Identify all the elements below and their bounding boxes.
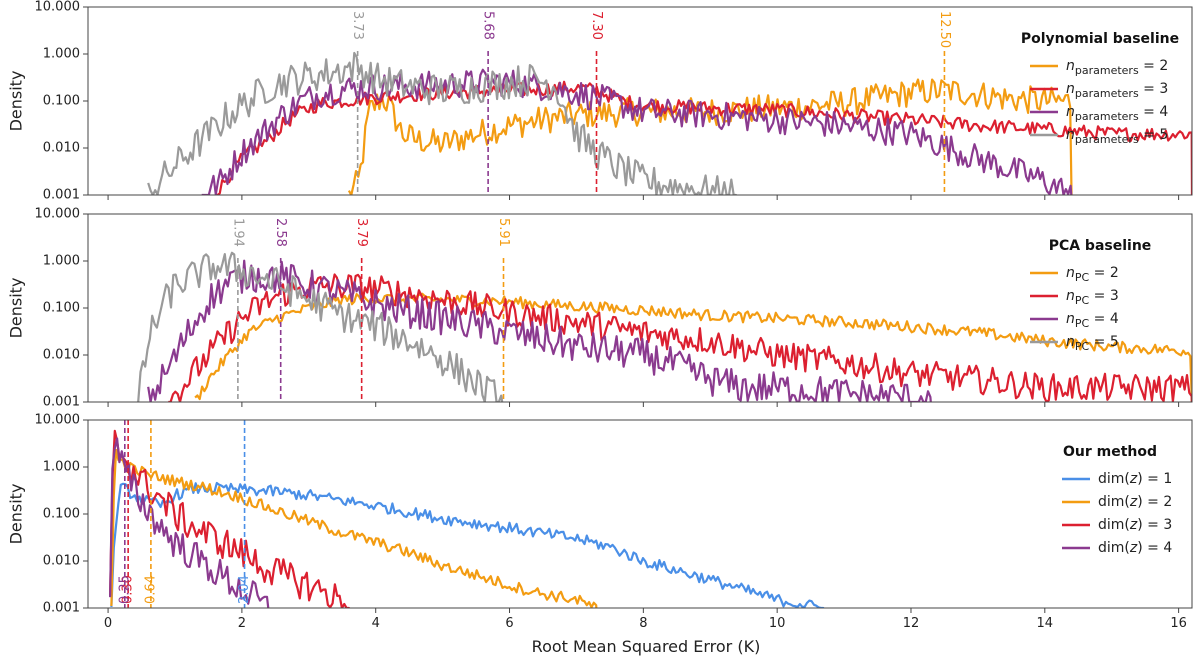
median-label-2: 7.30 — [589, 11, 604, 40]
panel-2: 5.91 3.79 2.58 1.94 0.001 0.010 0.100 1.000 10.0… — [7, 207, 1193, 410]
median-label-2: 0.64 — [143, 575, 158, 604]
panel-1: 12.50 7.30 5.68 3.73 0.001 0.010 0.100 1.000 10.… — [7, 0, 1193, 203]
x-tick-label: 16 — [1170, 616, 1187, 631]
y-tick-label: 10.000 — [35, 0, 81, 15]
y-tick-label: 1.000 — [43, 254, 80, 269]
legend-entry: nparameters = 3 — [1066, 81, 1168, 100]
median-label-1: 12.50 — [937, 11, 952, 48]
series-line-4 — [109, 437, 270, 608]
y-tick-label: 1.000 — [43, 47, 80, 62]
y-tick-label: 0.001 — [43, 188, 80, 203]
legend-entry: dim(z) = 3 — [1098, 517, 1172, 533]
series-line-3 — [201, 68, 1073, 195]
y-tick-label: 0.100 — [43, 507, 80, 522]
median-label-4: 3.73 — [350, 11, 365, 40]
x-axis-label: Root Mean Squared Error (K) — [532, 637, 761, 656]
y-tick-label: 0.100 — [43, 301, 80, 316]
y-tick-label: 0.010 — [43, 348, 80, 363]
median-label-1: 5.91 — [496, 218, 511, 247]
legend-entry: dim(z) = 4 — [1098, 540, 1172, 556]
legend-entry: nPC = 2 — [1066, 265, 1119, 284]
y-tick-label: 10.000 — [35, 413, 81, 428]
x-tick-label: 14 — [1037, 616, 1054, 631]
legend: PCA baseline nPC = 2 nPC = 3 nPC = 4 nPC = 5 — [1030, 238, 1151, 353]
x-tick-label: 0 — [104, 616, 112, 631]
legend-entry: nPC = 5 — [1066, 334, 1119, 353]
series-line-2 — [215, 80, 1192, 195]
y-axis-label: Density — [7, 484, 26, 545]
x-tick-label: 4 — [372, 616, 380, 631]
panel-3: 2.040.640.300.250.0010.0100.1001.00010.0… — [7, 413, 1193, 631]
median-label-1: 2.04 — [237, 575, 252, 604]
legend-entry: dim(z) = 2 — [1098, 494, 1172, 510]
series-line-4 — [137, 251, 504, 402]
y-tick-label: 1.000 — [43, 460, 80, 475]
series-line-1 — [110, 481, 825, 608]
x-tick-label: 10 — [769, 616, 786, 631]
median-label-3: 5.68 — [481, 11, 496, 40]
legend-entry: nparameters = 5 — [1066, 127, 1168, 146]
median-label-4: 1.94 — [230, 218, 245, 247]
x-tick-label: 8 — [639, 616, 647, 631]
plot-area — [109, 429, 825, 608]
x-tick-label: 6 — [505, 616, 513, 631]
legend-entry: nPC = 3 — [1066, 288, 1119, 307]
legend: Our method dim(z) = 1 dim(z) = 2 dim(z) = 3… — [1062, 444, 1172, 556]
x-tick-label: 12 — [903, 616, 920, 631]
plot-area — [137, 251, 1192, 402]
median-label-3: 2.58 — [273, 218, 288, 247]
x-tick-label: 2 — [238, 616, 246, 631]
y-tick-label: 0.010 — [43, 554, 80, 569]
legend-entry: nparameters = 4 — [1066, 104, 1168, 123]
legend-title: Polynomial baseline — [1021, 31, 1179, 47]
y-tick-label: 0.100 — [43, 94, 80, 109]
legend: Polynomial baseline nparameters = 2 nparam… — [1021, 31, 1179, 146]
y-axis-label: Density — [7, 71, 26, 132]
axes-frame — [87, 419, 1193, 609]
plot-area — [147, 51, 1192, 195]
legend-entry: nPC = 4 — [1066, 311, 1119, 330]
legend-entry: nparameters = 2 — [1066, 58, 1168, 77]
y-tick-label: 0.010 — [43, 141, 80, 156]
y-axis-label: Density — [7, 278, 26, 339]
y-tick-label: 0.001 — [43, 601, 80, 616]
y-tick-label: 0.001 — [43, 395, 80, 410]
median-label-2: 3.79 — [354, 218, 369, 247]
series-line-2 — [110, 448, 598, 608]
series-line-1 — [347, 78, 1073, 195]
median-label-4: 0.25 — [117, 575, 132, 604]
series-line-2 — [168, 273, 1192, 402]
legend-title: PCA baseline — [1049, 238, 1152, 254]
legend-entry: dim(z) = 1 — [1098, 471, 1172, 487]
y-tick-label: 10.000 — [35, 207, 81, 222]
legend-title: Our method — [1063, 444, 1157, 460]
series-line-4 — [147, 51, 738, 195]
series-line-3 — [147, 259, 932, 402]
